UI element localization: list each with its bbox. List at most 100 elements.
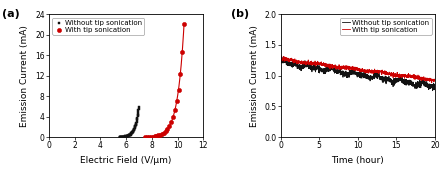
Without tip sonication [430,90,435,92]
With tip sonication [144,136,151,139]
Without tip sonication [119,136,127,139]
Without tip sonication [126,134,133,136]
Without tip sonication [134,118,141,121]
With tip sonication [278,59,283,62]
With tip sonication [151,135,158,138]
Without tip sonication [123,135,130,138]
Without tip sonication [124,134,131,137]
With tip sonication [432,80,438,82]
Without tip sonication [121,135,128,138]
Without tip sonication [132,125,139,127]
Without tip sonication [126,134,133,136]
Without tip sonication [128,132,135,135]
Without tip sonication [130,129,137,132]
Text: (a): (a) [3,9,20,19]
Without tip sonication [135,112,142,115]
Without tip sonication [122,135,129,138]
Without tip sonication [120,136,127,139]
With tip sonication [159,133,166,135]
With tip sonication [175,88,182,91]
Without tip sonication [134,117,141,119]
With tip sonication [153,135,160,137]
Without tip sonication [280,57,285,59]
Without tip sonication [116,136,123,139]
With tip sonication [162,130,169,133]
Line: With tip sonication: With tip sonication [281,56,435,83]
Without tip sonication [120,136,127,138]
With tip sonication [146,136,153,139]
Without tip sonication [119,136,126,139]
Without tip sonication [131,128,138,130]
Without tip sonication [344,76,349,78]
Without tip sonication [133,120,140,123]
Without tip sonication [131,127,138,130]
Without tip sonication [123,135,130,138]
Without tip sonication [131,127,138,130]
Without tip sonication [129,131,136,134]
With tip sonication [157,133,164,136]
Without tip sonication [134,115,141,118]
Without tip sonication [119,136,127,139]
Without tip sonication [131,126,139,129]
With tip sonication [177,72,184,75]
Without tip sonication [133,121,140,124]
Without tip sonication [366,74,371,76]
Without tip sonication [126,134,133,137]
Without tip sonication [118,136,125,139]
With tip sonication [171,109,178,112]
With tip sonication [178,51,186,54]
Without tip sonication [129,131,136,134]
Without tip sonication [130,128,137,131]
Without tip sonication [125,134,132,137]
With tip sonication [166,125,173,127]
Without tip sonication [122,135,129,138]
Without tip sonication [117,136,124,139]
Without tip sonication [133,119,140,121]
Without tip sonication [122,136,129,138]
Without tip sonication [290,62,295,64]
Without tip sonication [118,136,125,138]
With tip sonication [149,135,156,138]
Without tip sonication [132,123,139,126]
With tip sonication [344,65,349,68]
Without tip sonication [130,130,137,133]
Y-axis label: Emission Current (mA): Emission Current (mA) [20,25,29,127]
Without tip sonication [132,122,139,125]
Without tip sonication [347,73,352,75]
Without tip sonication [432,85,438,87]
Without tip sonication [116,136,123,138]
With tip sonication [278,55,284,57]
Without tip sonication [124,135,131,138]
Without tip sonication [125,134,132,137]
Without tip sonication [119,136,126,138]
Without tip sonication [127,133,134,136]
Without tip sonication [127,133,134,136]
With tip sonication [429,82,434,84]
Line: Without tip sonication: Without tip sonication [281,58,435,91]
Without tip sonication [123,136,130,138]
Without tip sonication [132,124,139,127]
Without tip sonication [123,135,131,138]
Without tip sonication [127,133,134,136]
Without tip sonication [118,136,125,139]
With tip sonication [349,69,355,71]
Without tip sonication [125,134,132,136]
Without tip sonication [117,136,124,139]
Without tip sonication [278,60,283,62]
With tip sonication [366,70,371,72]
With tip sonication [170,116,177,119]
Without tip sonication [125,134,132,137]
Without tip sonication [117,136,124,139]
Without tip sonication [130,130,137,132]
With tip sonication [167,121,174,124]
With tip sonication [164,127,171,130]
Without tip sonication [120,136,127,138]
Without tip sonication [296,66,301,68]
Without tip sonication [134,114,141,116]
Without tip sonication [121,135,128,138]
Without tip sonication [121,136,128,139]
Without tip sonication [124,134,131,137]
With tip sonication [147,136,155,138]
Without tip sonication [128,132,135,135]
Without tip sonication [128,131,135,134]
